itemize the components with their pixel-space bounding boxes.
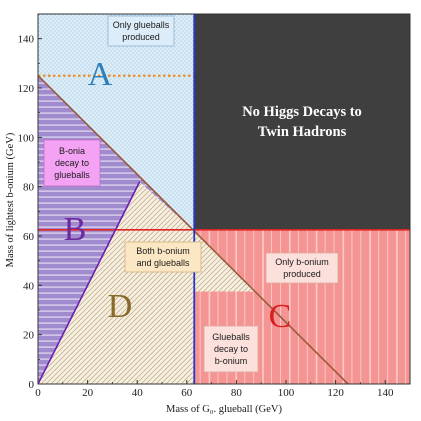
y-tick-label: 40	[23, 280, 35, 292]
salmon-stripe	[387, 229, 389, 384]
x-tick-label: 80	[231, 387, 243, 399]
only-glueballs-box: Only glueballs produced	[107, 15, 175, 47]
salmon-stripe	[396, 229, 398, 384]
salmon-stripe	[235, 229, 238, 384]
salmon-stripe	[369, 229, 371, 384]
salmon-stripe	[208, 229, 211, 384]
both-box: Both b-onium and glueballs	[124, 241, 202, 273]
plot-frame	[37, 13, 411, 385]
bonia-decay-line1: B-onia	[59, 146, 85, 156]
salmon-stripe	[351, 229, 353, 384]
salmon-stripe	[199, 229, 201, 384]
x-tick-label: 0	[35, 387, 41, 399]
y-tick-label: 0	[29, 379, 35, 391]
no-higgs-text: No Higgs Decays to Twin Hadrons	[242, 104, 362, 140]
salmon-stripe	[315, 229, 318, 384]
salmon-stripe	[360, 229, 362, 384]
only-glueballs-line1: Only glueballs	[113, 20, 170, 30]
x-tick-label: 100	[278, 387, 295, 399]
x-tick-label: 20	[82, 387, 94, 399]
no-higgs-line1: No Higgs Decays to	[242, 104, 362, 120]
x-tick-label: 140	[377, 387, 394, 399]
region-a-dots	[38, 14, 195, 232]
y-tick-label: 100	[18, 132, 35, 144]
both-line1: Both b-onium	[136, 246, 190, 256]
salmon-stripe	[226, 229, 228, 384]
bonia-decay-line3: glueballs	[54, 170, 90, 180]
glueballs-decay-line3: b-onium	[215, 356, 248, 366]
region-c-label: C	[269, 298, 292, 335]
y-axis-title: Mass of lightest b-onium (GeV)	[5, 132, 16, 267]
salmon-stripe	[297, 229, 299, 384]
region-d-label: D	[108, 288, 133, 325]
salmon-stripe	[244, 229, 246, 384]
both-line2: and glueballs	[136, 258, 190, 268]
salmon-stripe	[262, 229, 264, 384]
region-no-higgs	[194, 14, 410, 230]
y-tick-label: 60	[23, 231, 35, 243]
salmon-stripe	[405, 229, 406, 384]
only-bonium-line2: produced	[283, 269, 321, 279]
glueballs-decay-line1: Glueballs	[212, 332, 250, 342]
only-bonium-box: Only b-onium produced	[265, 252, 339, 284]
y-tick-label: 140	[18, 34, 35, 46]
no-higgs-line2: Twin Hadrons	[258, 124, 347, 140]
region-b-label: B	[64, 211, 87, 248]
brown-diagonal-line	[38, 75, 349, 384]
salmon-stripe	[342, 229, 345, 384]
only-glueballs-line2: produced	[122, 32, 160, 42]
salmon-stripe	[306, 229, 308, 384]
salmon-stripe	[217, 229, 219, 384]
bonia-decay-line2: decay to	[55, 158, 89, 168]
x-tick-label: 120	[327, 387, 344, 399]
y-tick-label: 120	[18, 83, 35, 95]
glueballs-decay-box: Glueballs decay to b-onium	[203, 325, 259, 373]
glueballs-decay-line2: decay to	[214, 344, 248, 354]
y-tick-label: 80	[23, 182, 35, 194]
x-axis-title: Mass of G₀. glueball (GeV)	[166, 404, 282, 415]
purple-curve-line	[38, 181, 141, 384]
salmon-stripe	[253, 229, 255, 384]
salmon-stripe	[333, 229, 335, 384]
x-tick-label: 40	[132, 387, 144, 399]
region-d-hatch	[38, 181, 195, 384]
x-tick-label: 60	[181, 387, 193, 399]
salmon-stripe	[280, 229, 281, 384]
y-tick-label: 20	[23, 330, 35, 342]
salmon-stripe	[324, 229, 326, 384]
salmon-stripe	[378, 229, 380, 384]
region-a-label: A	[88, 56, 113, 93]
salmon-stripe	[288, 229, 291, 384]
only-bonium-line1: Only b-onium	[275, 257, 329, 267]
bonia-decay-box: B-onia decay to glueballs	[43, 139, 101, 187]
